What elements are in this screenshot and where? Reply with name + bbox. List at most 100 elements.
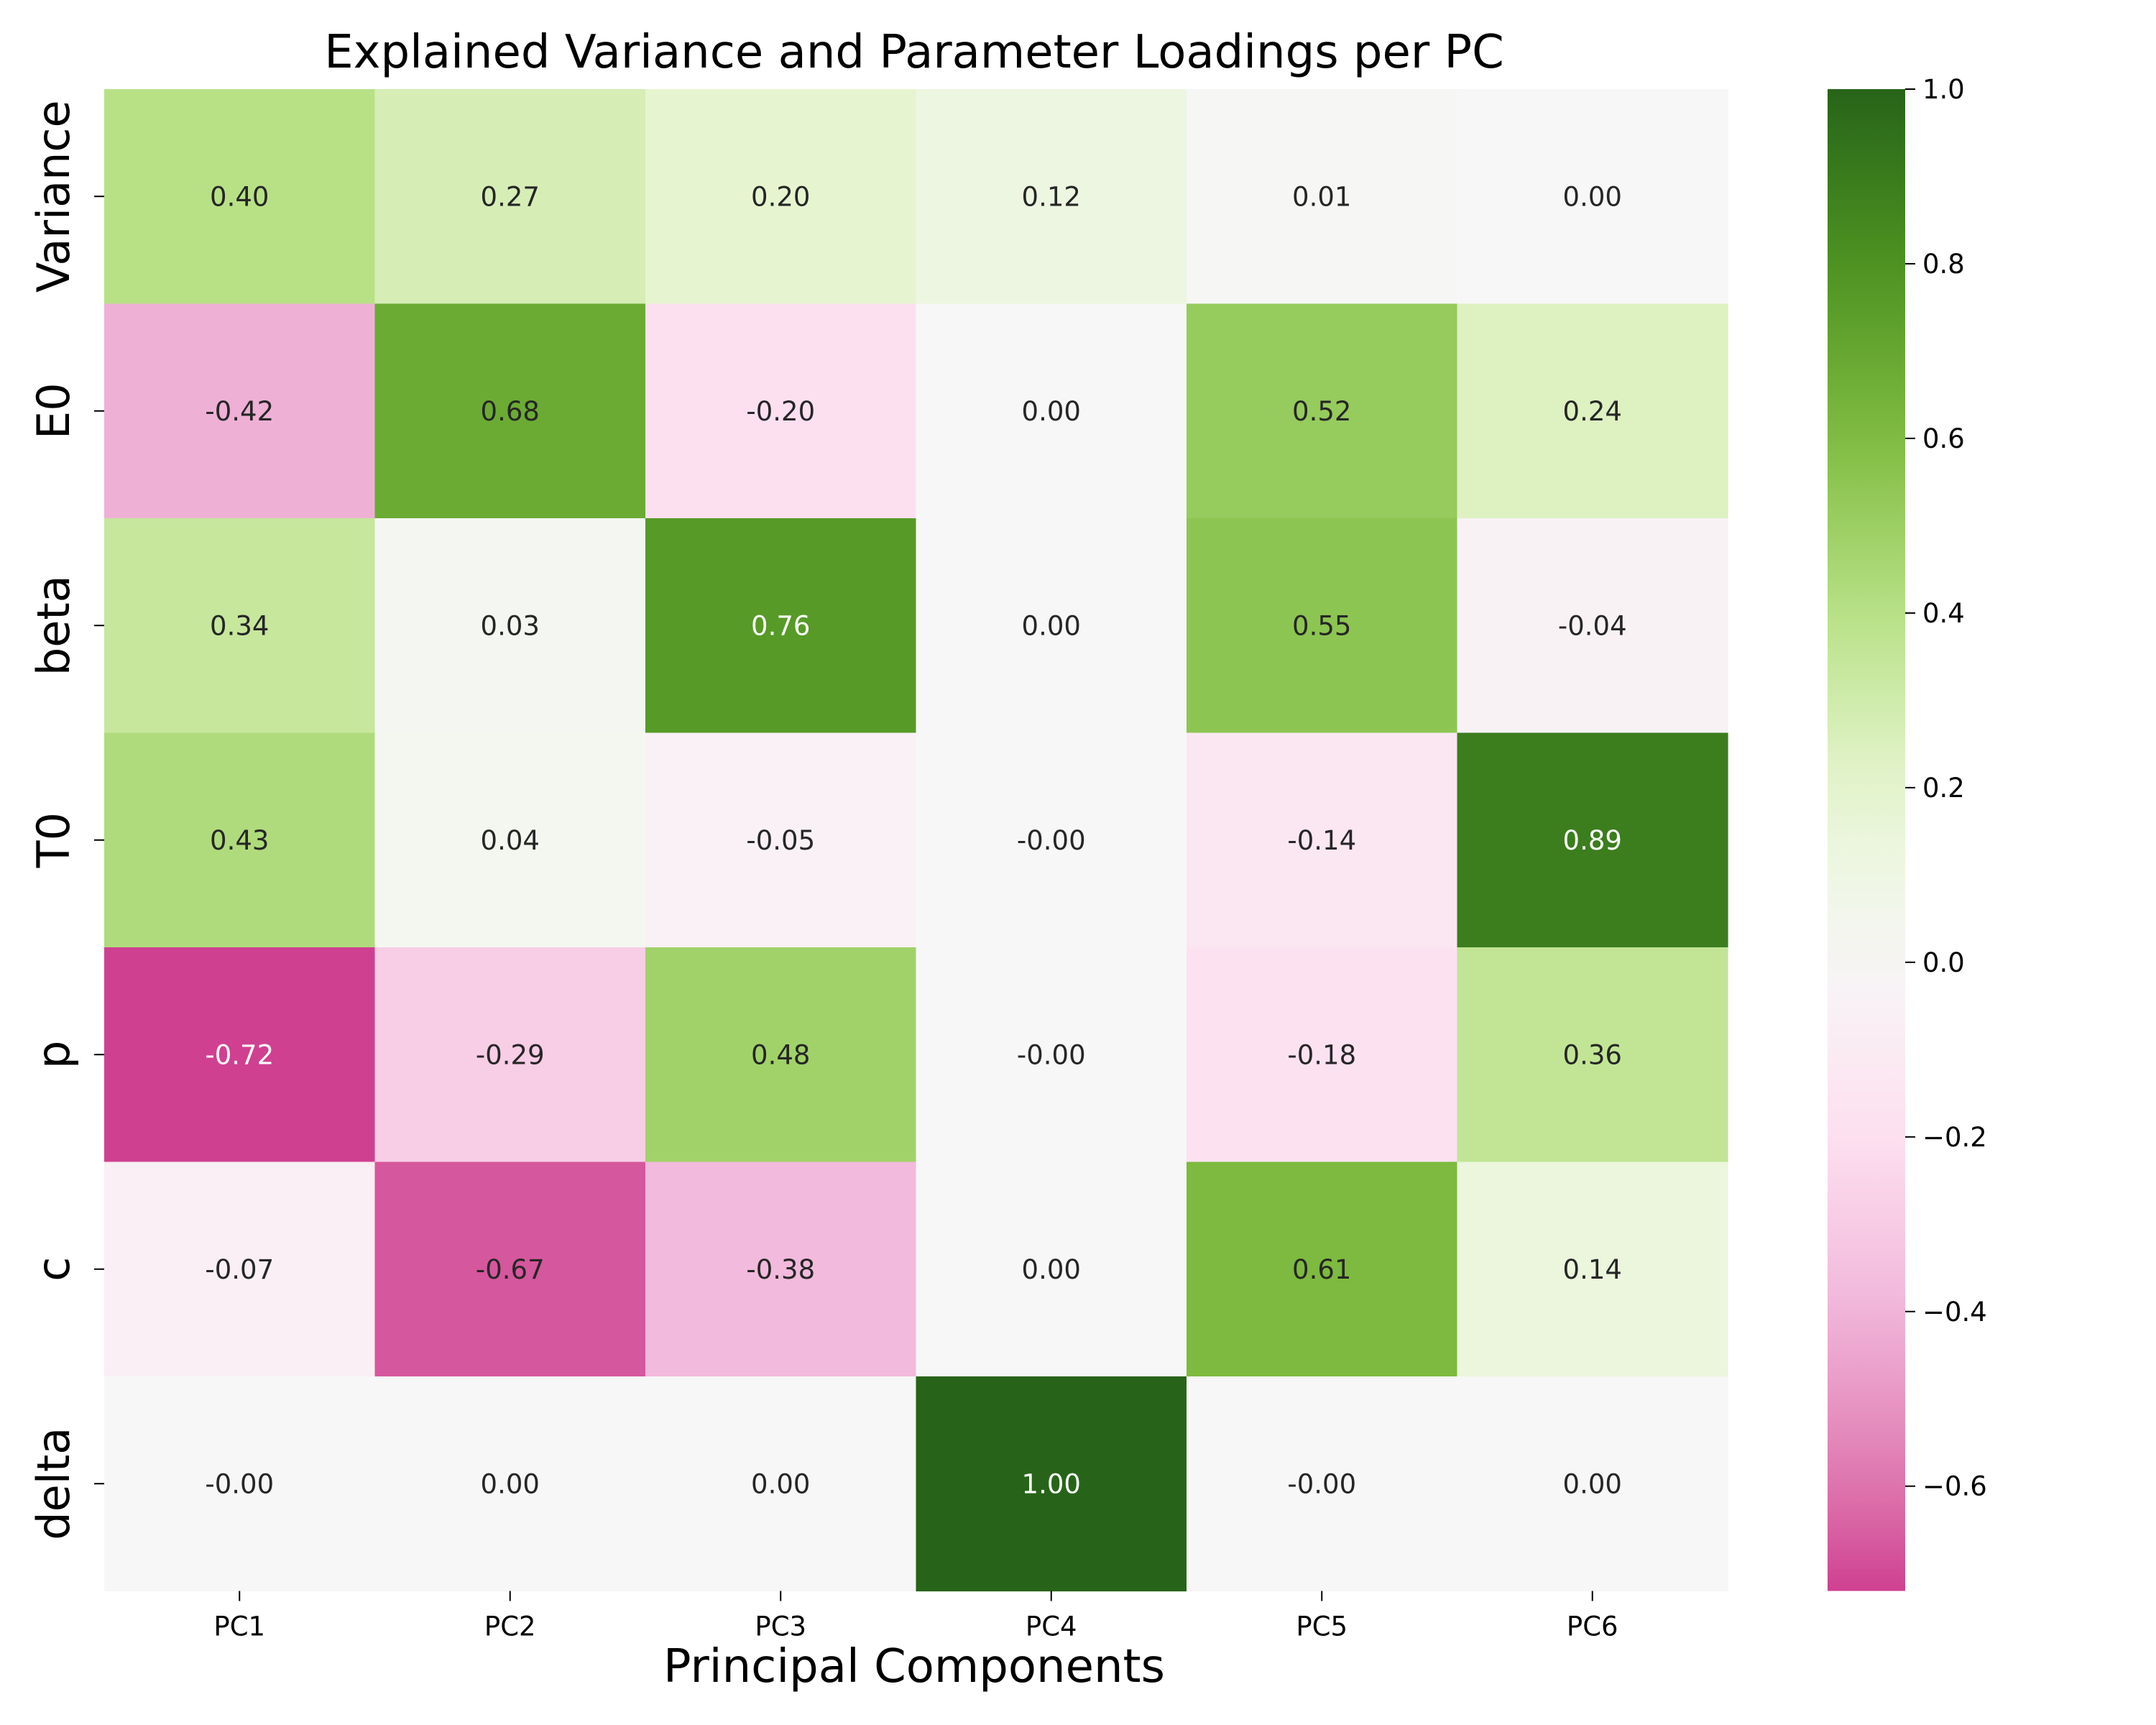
cell-annotation: -0.20	[746, 396, 815, 427]
x-tick-label: PC4	[1026, 1611, 1077, 1642]
cell-annotation: 0.61	[1292, 1254, 1351, 1285]
chart-title: Explained Variance and Parameter Loading…	[324, 26, 1504, 79]
cell-annotation: 1.00	[1022, 1468, 1081, 1499]
cell-annotation: -0.38	[746, 1254, 815, 1285]
heatmap-cell	[916, 1376, 1187, 1592]
cell-annotation: 0.12	[1022, 181, 1081, 212]
cell-annotation: 0.48	[751, 1039, 810, 1070]
y-axis: Variance E0 beta T0 p c delta	[27, 100, 104, 1540]
heatmap-cell	[1187, 1376, 1458, 1592]
cell-annotation: 0.27	[481, 181, 540, 212]
cell-annotation: 0.43	[210, 825, 269, 856]
heatmap-cell	[1457, 518, 1728, 734]
y-tick-label: c	[27, 1257, 80, 1282]
heatmap-cell	[1187, 89, 1458, 305]
colorbar-tick-label: 0.2	[1922, 773, 1965, 804]
y-tick-label: beta	[27, 575, 80, 676]
x-tick-label: PC6	[1567, 1611, 1618, 1642]
cell-annotation: -0.67	[476, 1254, 545, 1285]
cell-annotation: 0.00	[751, 1468, 810, 1499]
heatmap-cell	[374, 89, 646, 305]
colorbar-tick-label: 0.0	[1922, 947, 1965, 978]
heatmap-cell	[916, 732, 1187, 948]
heatmap-cell	[374, 1376, 646, 1592]
cell-annotation: -0.18	[1287, 1039, 1356, 1070]
cell-annotation: 0.03	[481, 610, 540, 641]
heatmap-cell	[1457, 947, 1728, 1163]
cell-annotation: -0.00	[205, 1468, 274, 1499]
cell-annotation: 0.01	[1292, 181, 1351, 212]
cell-annotation: -0.07	[205, 1254, 274, 1285]
heatmap-cell	[104, 1162, 376, 1377]
cell-annotation: 0.68	[481, 396, 540, 427]
heatmap-cell	[916, 947, 1187, 1163]
y-tick-label: T0	[27, 812, 80, 868]
colorbar-tick-label: −0.4	[1922, 1297, 1987, 1328]
cell-annotation: -0.00	[1017, 1039, 1086, 1070]
heatmap-cell	[645, 1376, 917, 1592]
y-tick-label: p	[27, 1041, 80, 1069]
x-tick-label: PC5	[1296, 1611, 1348, 1642]
colorbar: 1.0 0.8 0.6 0.4 0.2 0.0 −0.2 −0.4 −0.6	[1828, 74, 1987, 1591]
heatmap-cell	[916, 1162, 1187, 1377]
x-tick-label: PC1	[213, 1611, 265, 1642]
cell-annotation: 0.00	[481, 1468, 540, 1499]
heatmap-cell	[374, 947, 646, 1163]
cell-annotation: 0.00	[1022, 610, 1081, 641]
colorbar-gradient	[1828, 89, 1905, 1591]
x-tick-label: PC3	[755, 1611, 806, 1642]
heatmap-cell	[104, 1376, 376, 1592]
heatmap-cell	[1187, 732, 1458, 948]
heatmap-cell	[916, 303, 1187, 519]
colorbar-tick-label: 0.6	[1922, 423, 1965, 454]
cell-annotation: -0.00	[1017, 825, 1086, 856]
heatmap-cell	[104, 947, 376, 1163]
colorbar-tick-label: 0.4	[1922, 598, 1965, 629]
y-tick-label: Variance	[27, 100, 80, 293]
cell-annotation: 0.55	[1292, 610, 1351, 641]
cell-annotation: -0.05	[746, 825, 815, 856]
cell-annotation: -0.14	[1287, 825, 1356, 856]
heatmap-cell	[374, 518, 646, 734]
cell-annotations: 0.40 0.27 0.20 0.12 0.01 0.00 -0.42 0.68 -0.20 0.…	[205, 181, 1626, 1499]
cell-annotation: 0.76	[751, 610, 810, 641]
heatmap-cell	[374, 732, 646, 948]
colorbar-tick-label: −0.6	[1922, 1471, 1987, 1502]
heatmap-cell	[1187, 518, 1458, 734]
heatmap-cell	[374, 1162, 646, 1377]
colorbar-tick-label: 0.8	[1922, 249, 1965, 280]
heatmap-cell	[1187, 1162, 1458, 1377]
cell-annotation: -0.04	[1558, 610, 1627, 641]
heatmap-cell	[1457, 303, 1728, 519]
cell-annotation: 0.00	[1563, 181, 1622, 212]
heatmap-cell	[916, 89, 1187, 305]
heatmap-cell	[1187, 947, 1458, 1163]
colorbar-tick-label: −0.2	[1922, 1122, 1987, 1153]
heatmap-cell	[1457, 732, 1728, 948]
colorbar-tick-label: 1.0	[1922, 74, 1965, 105]
heatmap-cells	[104, 89, 1728, 1592]
heatmap-cell	[916, 518, 1187, 734]
heatmap-cell	[645, 947, 917, 1163]
y-tick-label: E0	[27, 382, 80, 439]
cell-annotation: 0.00	[1563, 1468, 1622, 1499]
x-axis-label: Principal Components	[663, 1640, 1165, 1693]
x-tick-label: PC2	[484, 1611, 536, 1642]
heatmap-cell	[1457, 1162, 1728, 1377]
heatmap-cell	[1187, 303, 1458, 519]
heatmap-cell	[1457, 1376, 1728, 1592]
cell-annotation: 0.00	[1022, 396, 1081, 427]
cell-annotation: 0.89	[1563, 825, 1622, 856]
heatmap-cell	[1457, 89, 1728, 305]
cell-annotation: 0.52	[1292, 396, 1351, 427]
heatmap-cell	[645, 303, 917, 519]
cell-annotation: 0.34	[210, 610, 269, 641]
cell-annotation: -0.00	[1287, 1468, 1356, 1499]
heatmap-cell	[645, 732, 917, 948]
x-axis: PC1 PC2 PC3 PC4 PC5 PC6	[213, 1591, 1618, 1642]
cell-annotation: -0.72	[205, 1039, 274, 1070]
cell-annotation: 0.24	[1563, 396, 1622, 427]
cell-annotation: -0.29	[476, 1039, 545, 1070]
heatmap-cell	[104, 303, 376, 519]
